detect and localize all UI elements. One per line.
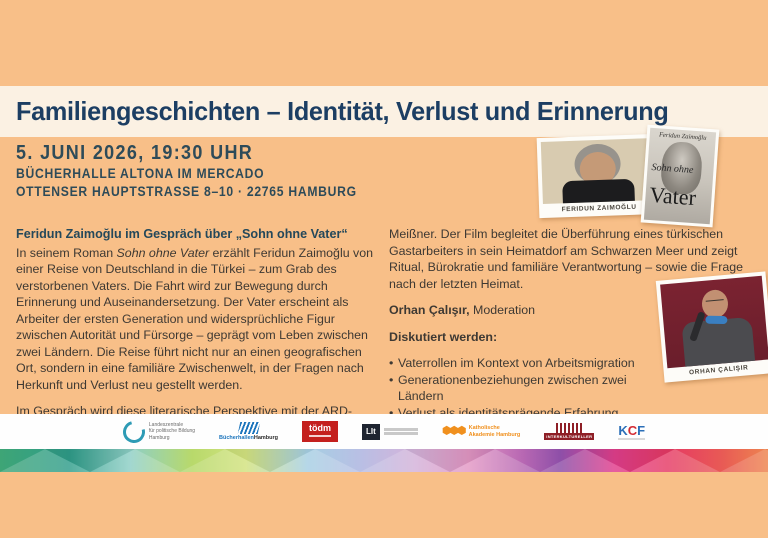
paragraph-3: Meißner. Der Film begleitet die Überführ…	[389, 227, 744, 291]
speaker-photo-orhan: ORHAN ÇALIŞIR	[655, 271, 768, 383]
logo-interkultureller-text: INTERKULTURELLER	[544, 433, 595, 440]
feridun-portrait-image	[540, 138, 655, 204]
hexagon-cluster-icon: ⬢⬢⬢	[441, 425, 467, 437]
toedm-red-box: tödm	[302, 421, 339, 442]
book-title-line2: Vater	[648, 181, 697, 211]
logo-buecherhallen-text: BücherhallenHamburg	[219, 435, 279, 441]
moderator-name: Orhan Çalışır,	[389, 303, 470, 317]
moderator-role: Moderation	[469, 303, 536, 317]
logo-katholische-text: Katholische Akademie Hamburg	[468, 424, 521, 438]
page-title: Familiengeschichten – Identität, Verlust…	[16, 96, 669, 126]
book-title-line1: Sohn ohne	[651, 162, 694, 176]
book-author: Feridun Zaimoğlu	[658, 131, 707, 142]
event-info: 5. JUNI 2026, 19:30 UHR BÜCHERHALLE ALTO…	[16, 141, 357, 201]
logo-kcf-text: KCF	[618, 422, 646, 438]
portrait-scarf-shape	[705, 315, 728, 325]
discussion-heading: Diskutiert werden:	[389, 329, 498, 344]
logo-landeszentrale: Landeszentrale für politische Bildung Ha…	[118, 416, 196, 447]
kcf-subline	[618, 437, 646, 440]
book-fan-icon	[237, 422, 260, 434]
logo-landeszentrale-text: Landeszentrale für politische Bildung Ha…	[148, 422, 196, 441]
p1-book-title: Sohn ohne Vater	[116, 245, 210, 260]
p1-post: erzählt Feridun Zaimoğlu von einer Reise…	[16, 245, 374, 392]
logo-buecherhallen: BücherhallenHamburg	[219, 422, 278, 441]
circular-arrows-icon	[118, 416, 149, 447]
event-address: OTTENSER HAUPTSTRASSE 8–10 · 22765 HAMBU…	[16, 184, 357, 200]
lih-dark-box: LIt	[362, 423, 380, 440]
sponsor-logo-band: Landeszentrale für politische Bildung Ha…	[0, 414, 768, 449]
logo-kcf: KCF	[618, 422, 646, 440]
topic-item: Generationenbeziehungen zwischen zwei Lä…	[389, 372, 655, 405]
logo-lih: LIt	[362, 423, 418, 440]
book-cover-image: Feridun Zaimoğlu Sohn ohne Vater	[643, 127, 717, 225]
mosaic-decoration-band	[0, 449, 768, 472]
orhan-portrait-image	[660, 275, 768, 369]
event-venue: BÜCHERHALLE ALTONA IM MERCADO	[16, 166, 265, 181]
book-cover: Feridun Zaimoğlu Sohn ohne Vater	[640, 124, 720, 228]
mosaic-triangles	[0, 449, 768, 472]
toedm-subline	[309, 435, 332, 437]
logo-toedm: tödm	[302, 421, 339, 442]
logo-katholische-akademie: ⬢⬢⬢ Katholische Akademie Hamburg	[442, 425, 520, 439]
lih-text-lines	[383, 427, 418, 436]
moderation-line: Orhan Çalışır, Moderation	[389, 302, 761, 319]
talk-heading: Feridun Zaimoğlu im Gespräch über „Sohn …	[16, 227, 348, 241]
portrait-shirt-shape	[681, 316, 756, 369]
event-datetime: 5. JUNI 2026, 19:30 UHR	[16, 142, 254, 164]
title-band: Familiengeschichten – Identität, Verlust…	[0, 86, 768, 137]
paragraph-1: In seinem Roman Sohn ohne Vater erzählt …	[16, 245, 382, 394]
portrait-shirt-shape	[562, 178, 636, 204]
p1-pre: In seinem Roman	[16, 245, 117, 260]
logo-interkultureller: INTERKULTURELLER	[544, 423, 595, 440]
topic-item: Vaterrollen im Kontext von Arbeitsmigrat…	[389, 355, 655, 372]
skyline-icon	[556, 423, 583, 433]
